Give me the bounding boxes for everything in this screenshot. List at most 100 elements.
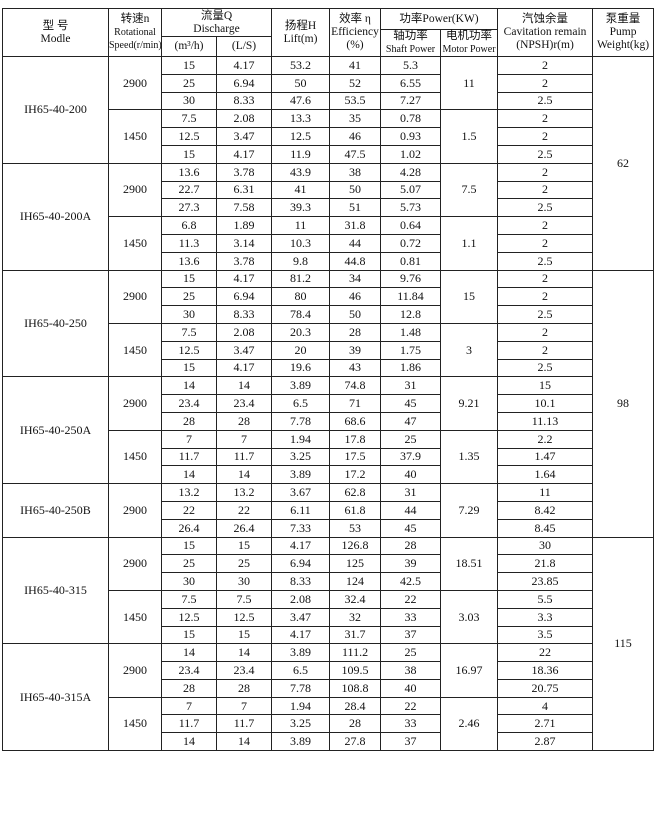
pump-weight-cell: 98 [592, 269, 655, 538]
flow-ls-cell: 11.7 [215, 714, 273, 734]
header-lift-en: Lift(m) [283, 32, 318, 45]
shaft-power-cell: 22 [380, 696, 442, 716]
header-flow: 流量Q Discharge [160, 8, 273, 37]
npsh-cell: 2 [497, 109, 594, 129]
flow-ls-cell: 14 [215, 376, 273, 396]
lift-cell: 6.11 [271, 500, 331, 520]
efficiency-cell: 17.5 [329, 447, 382, 467]
npsh-cell: 23.85 [497, 572, 594, 591]
header-lift: 扬程H Lift(m) [271, 8, 331, 57]
npsh-cell: 3.5 [497, 625, 594, 645]
efficiency-cell: 51 [329, 198, 382, 218]
flow-ls-cell: 7 [215, 429, 273, 449]
flow-ls-cell: 15 [215, 536, 273, 556]
header-shaft-en: Shaft Power [385, 44, 436, 55]
flow-m3h-cell: 15 [161, 144, 217, 164]
model-cell: IH65-40-250 [2, 269, 109, 378]
npsh-cell: 20.75 [497, 678, 594, 698]
header-model-cn: 型 号 [42, 19, 69, 32]
table-row: 28 28 7.78 108.8 40 20.75 [3, 678, 654, 698]
npsh-cell: 2.5 [497, 358, 594, 378]
shaft-power-cell: 38 [380, 661, 442, 680]
shaft-power-cell: 0.93 [380, 127, 442, 146]
lift-cell: 81.2 [271, 269, 331, 289]
efficiency-cell: 38 [329, 162, 382, 182]
motor-power-cell: 7.5 [440, 162, 499, 218]
npsh-cell: 2 [497, 287, 594, 307]
flow-m3h-cell: 22 [161, 500, 217, 520]
motor-power-cell: 16.97 [440, 643, 499, 698]
flow-ls-cell: 7.5 [215, 589, 273, 609]
flow-m3h-cell: 7 [161, 696, 217, 716]
flow-m3h-cell: 15 [161, 358, 217, 378]
efficiency-cell: 50 [329, 180, 382, 200]
npsh-cell: 5.5 [497, 589, 594, 609]
flow-m3h-cell: 12.5 [161, 340, 217, 360]
lift-cell: 4.17 [271, 625, 331, 645]
flow-m3h-cell: 23.4 [161, 661, 217, 680]
flow-ls-cell: 6.31 [215, 180, 273, 200]
npsh-cell: 10.1 [497, 394, 594, 413]
efficiency-cell: 44 [329, 233, 382, 253]
header-shaft-cn: 轴功率 [393, 30, 428, 42]
motor-power-cell: 11 [440, 55, 499, 111]
flow-ls-cell: 4.17 [215, 358, 273, 378]
npsh-cell: 30 [497, 536, 594, 556]
npsh-cell: 2 [497, 233, 594, 253]
flow-ls-cell: 3.47 [215, 127, 273, 146]
table-row: 30 8.33 47.6 53.5 7.27 2.5 [3, 91, 654, 111]
flow-m3h-cell: 25 [161, 73, 217, 93]
efficiency-cell: 41 [329, 56, 382, 75]
efficiency-cell: 68.6 [329, 411, 382, 431]
shaft-power-cell: 7.27 [380, 91, 442, 111]
flow-m3h-cell: 7.5 [161, 109, 217, 129]
flow-m3h-cell: 30 [161, 91, 217, 111]
lift-cell: 80 [271, 287, 331, 307]
flow-m3h-cell: 12.5 [161, 127, 217, 146]
npsh-cell: 2 [497, 73, 594, 93]
efficiency-cell: 46 [329, 287, 382, 307]
flow-m3h-cell: 15 [161, 56, 217, 75]
efficiency-cell: 31.7 [329, 625, 382, 645]
table-row: 22.7 6.31 41 50 5.07 2 [3, 180, 654, 200]
flow-ls-cell: 3.78 [215, 162, 273, 182]
model-cell: IH65-40-250A [2, 376, 109, 485]
flow-m3h-cell: 14 [161, 732, 217, 752]
shaft-power-cell: 4.28 [380, 162, 442, 182]
npsh-cell: 8.42 [497, 500, 594, 520]
flow-m3h-cell: 7 [161, 429, 217, 449]
motor-power-cell: 3 [440, 322, 499, 378]
table-row: 11.7 11.7 3.25 17.5 37.9 1.47 [3, 447, 654, 467]
shaft-power-cell: 47 [380, 411, 442, 431]
flow-ls-cell: 13.2 [215, 483, 273, 502]
header-speed-cn: 转速n [120, 13, 150, 25]
motor-power-cell: 15 [440, 269, 499, 324]
lift-cell: 43.9 [271, 162, 331, 182]
flow-ls-cell: 8.33 [215, 91, 273, 111]
lift-cell: 10.3 [271, 233, 331, 253]
header-flow-m3h: (m³/h) [161, 36, 217, 57]
lift-cell: 9.8 [271, 251, 331, 271]
npsh-cell: 2.71 [497, 714, 594, 734]
motor-power-cell: 2.46 [440, 696, 499, 752]
lift-cell: 50 [271, 73, 331, 93]
shaft-power-cell: 1.02 [380, 144, 442, 164]
header-shaft-power: 轴功率 Shaft Power [380, 29, 442, 57]
table-row: IH65-40-250B 2900 13.2 13.2 3.67 62.8 31 7.29 11 [2, 483, 654, 538]
npsh-cell: 2 [497, 56, 594, 75]
npsh-cell: 2.5 [497, 251, 594, 271]
efficiency-cell: 62.8 [329, 483, 382, 502]
motor-power-cell: 9.21 [440, 376, 499, 431]
table-row: 1450 7 7 1.94 28.4 22 2.46 4 [3, 696, 654, 752]
flow-ls-cell: 26.4 [215, 518, 273, 538]
lift-cell: 3.25 [271, 714, 331, 734]
flow-m3h-cell: 14 [161, 643, 217, 663]
flow-m3h-cell: 28 [161, 678, 217, 698]
flow-ls-cell: 3.47 [215, 340, 273, 360]
lift-cell: 6.5 [271, 394, 331, 413]
flow-m3h-cell: 14 [161, 465, 217, 485]
efficiency-cell: 31.8 [329, 216, 382, 235]
npsh-cell: 2 [497, 322, 594, 342]
flow-ls-cell: 15 [215, 625, 273, 645]
lift-cell: 7.78 [271, 411, 331, 431]
